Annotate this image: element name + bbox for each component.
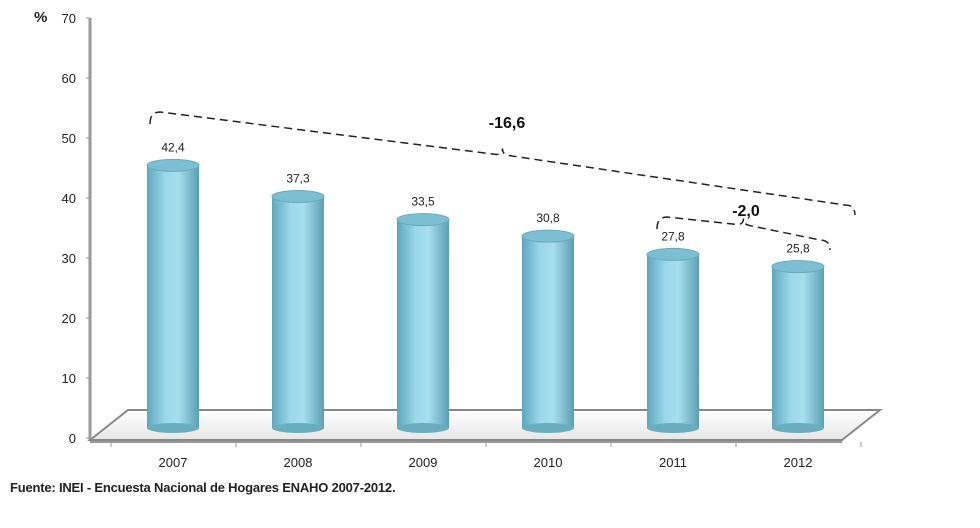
x-tick-label: 2010 <box>534 455 563 470</box>
data-label: 37,3 <box>286 171 310 185</box>
bar-top <box>646 247 700 261</box>
data-label: 27,8 <box>661 229 685 243</box>
x-tick-label: 2011 <box>659 455 687 470</box>
bar-2011 <box>647 254 699 428</box>
x-tick-label: 2007 <box>159 455 188 470</box>
difference-bracket <box>149 111 856 216</box>
bar-base <box>522 423 574 433</box>
floor-plane <box>87 409 883 441</box>
bar-top <box>521 229 575 243</box>
bar-base <box>272 423 324 433</box>
bar-base <box>772 423 824 433</box>
y-axis-unit: % <box>34 9 47 26</box>
bar-top <box>396 213 450 227</box>
data-label: 42,4 <box>161 140 185 154</box>
bar-2012 <box>772 266 824 428</box>
y-tick-label: 60 <box>62 71 76 86</box>
y-tick-label: 0 <box>69 431 76 446</box>
bar-base <box>397 423 449 433</box>
y-tick-label: 10 <box>62 371 76 386</box>
difference-label: -2,0 <box>732 203 760 220</box>
data-label: 33,5 <box>411 195 435 209</box>
bar-top <box>146 158 200 172</box>
y-tick-label: 30 <box>62 251 76 266</box>
y-tick-label: 70 <box>62 11 76 26</box>
x-tick-label: 2009 <box>409 455 438 470</box>
bar-2009 <box>397 219 449 428</box>
bar-base <box>147 423 199 433</box>
bar-2010 <box>522 236 574 428</box>
x-tick-label: 2012 <box>784 455 813 470</box>
source-note: Fuente: INEI - Encuesta Nacional de Hoga… <box>10 480 396 495</box>
data-label: 30,8 <box>536 211 560 225</box>
y-tick-label: 20 <box>62 311 76 326</box>
bar-2008 <box>272 196 324 428</box>
difference-bracket <box>656 216 831 251</box>
bar-top <box>271 189 325 203</box>
bar-top <box>771 260 825 274</box>
bar-base <box>647 423 699 433</box>
y-tick-label: 40 <box>62 191 76 206</box>
x-tick-label: 2008 <box>284 455 313 470</box>
data-label: 25,8 <box>786 242 810 256</box>
y-tick-label: 50 <box>62 131 76 146</box>
bar-2007 <box>147 165 199 429</box>
difference-label: -16,6 <box>489 115 526 132</box>
